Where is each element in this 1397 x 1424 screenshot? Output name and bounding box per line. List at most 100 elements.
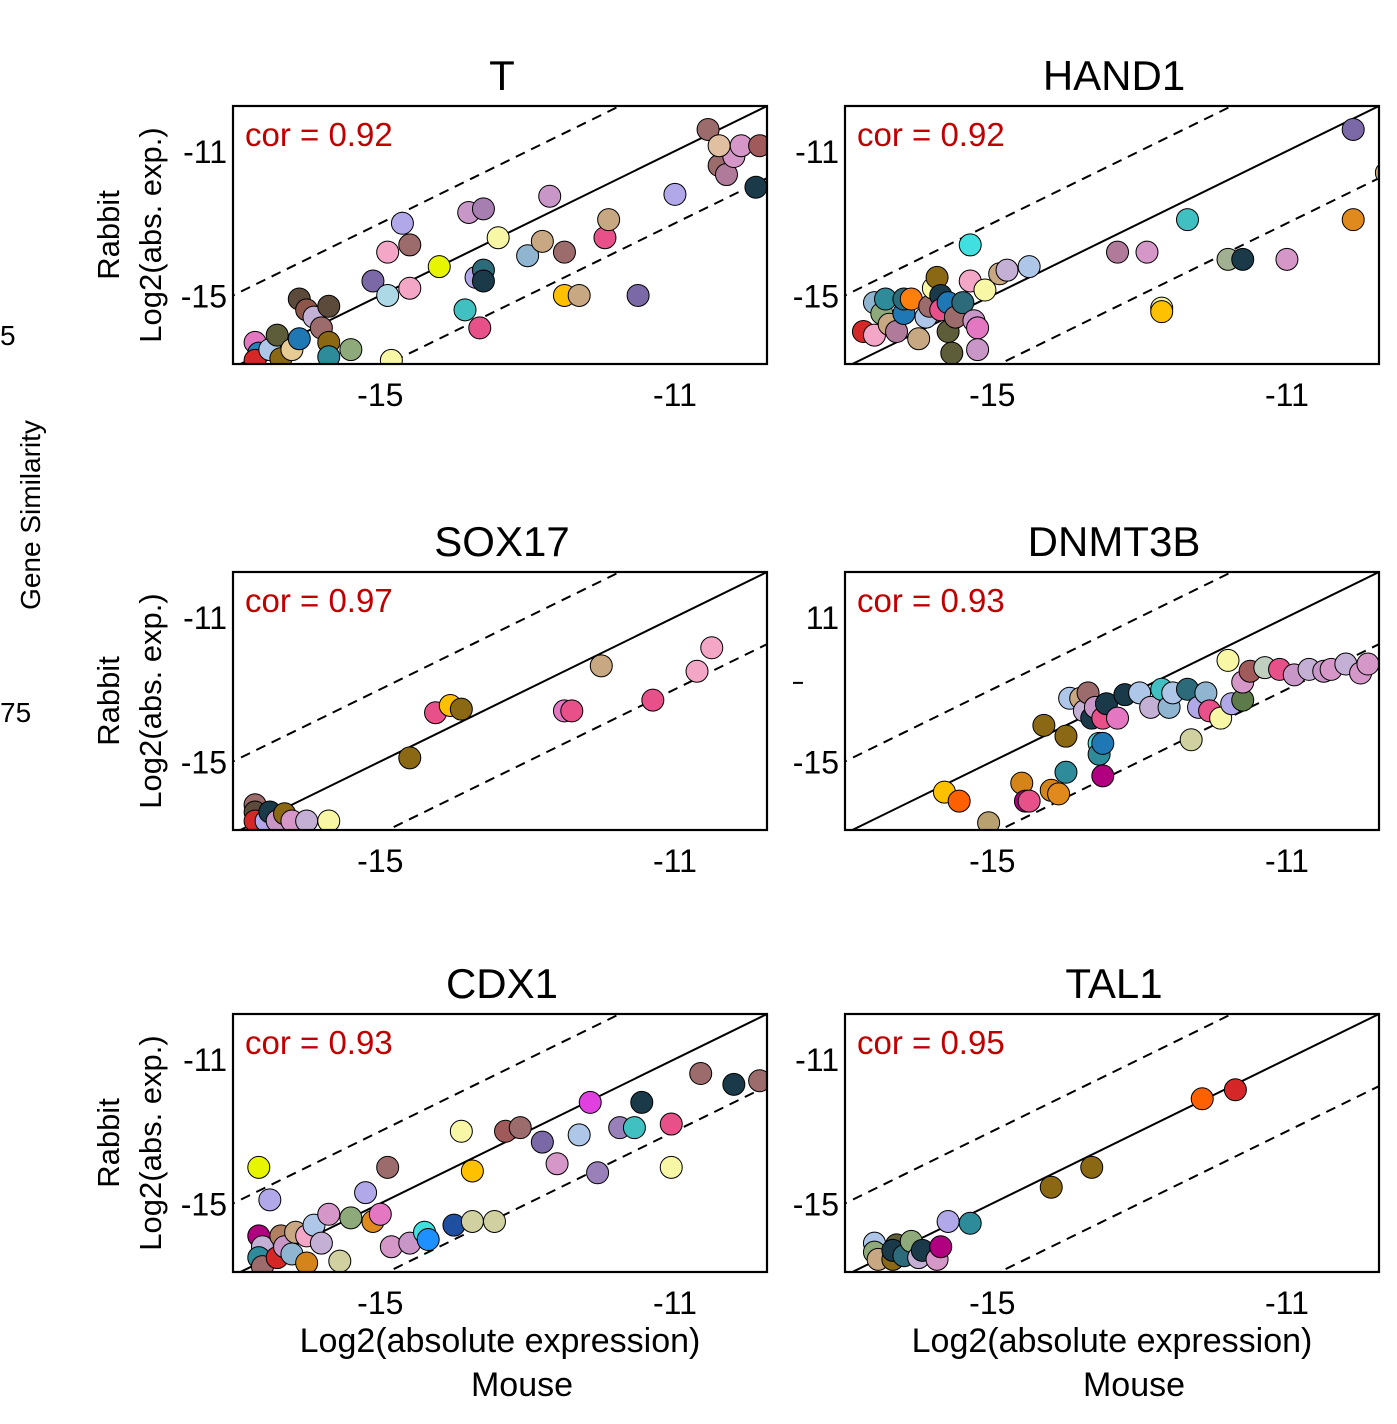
scatter-point [427, 255, 451, 279]
scatter-point [552, 240, 576, 264]
scatter-point [317, 294, 341, 318]
y-tick-label: -11 [183, 600, 227, 636]
scatter-point [309, 1231, 333, 1255]
x-tick-label: -15 [357, 1285, 403, 1321]
scatter-points [851, 117, 1379, 364]
y-axis-label: Log2(abs. exp.) [133, 127, 168, 342]
plot-frame [231, 570, 769, 832]
scatter-point [530, 1130, 554, 1154]
scatter-point [774, 201, 796, 223]
scatter-point [376, 283, 400, 307]
scatter-point [907, 327, 931, 351]
y-tick-label: -15 [181, 278, 227, 314]
scatter-point [951, 291, 975, 315]
scatter-point [508, 1116, 532, 1140]
scatter-point [482, 1209, 506, 1233]
side-fragment-top: 5 [0, 320, 16, 351]
scatter-point [376, 240, 400, 264]
correlation-label: cor = 0.97 [245, 582, 393, 619]
scatter-point [1106, 706, 1130, 730]
scatter-point [707, 134, 731, 158]
scatter-point [744, 175, 767, 199]
x-tick-label: -11 [1265, 377, 1309, 413]
scatter-point [567, 283, 591, 307]
scatter-point [354, 1181, 378, 1205]
y-tick-label: -11 [795, 1042, 839, 1078]
scatter-point [398, 276, 422, 300]
scatter-point [368, 1202, 392, 1226]
scatter-point [545, 1152, 569, 1176]
x-axis-label-left: Log2(absolute expression) [300, 1322, 701, 1360]
correlation-label: cor = 0.92 [245, 116, 393, 153]
scatter-point [1017, 255, 1041, 279]
scatter-point [977, 811, 1001, 830]
scatter-point [1231, 247, 1255, 271]
scatter-point [317, 809, 341, 830]
scatter-point [622, 1116, 646, 1140]
x-tick-label: -15 [969, 1285, 1015, 1321]
scatter-point [449, 697, 473, 721]
scatter-point [947, 789, 971, 813]
scatter-point [560, 699, 584, 723]
identity-line [850, 106, 1379, 364]
scatter-point [1175, 208, 1199, 232]
x-tick-label: -11 [653, 843, 697, 879]
scatter-point [696, 117, 720, 141]
y-axis-label: Log2(abs. exp.) [133, 593, 168, 808]
side-fragment-bottom: 75 [0, 697, 31, 728]
scatter-point [516, 244, 540, 268]
plot-frame [843, 570, 1381, 832]
reference-lines [233, 106, 767, 364]
plot-frame [231, 1012, 769, 1274]
scatter-point [1054, 724, 1078, 748]
scatter-point [295, 1251, 319, 1272]
scatter-point [748, 134, 767, 158]
correlation-label: cor = 0.95 [857, 1024, 1005, 1061]
panel-dnmt3b: DNMT3B cor = 0.93 -15 -11 11 -15 [793, 518, 1397, 879]
y-axis-label: Log2(abs. exp.) [133, 1035, 168, 1250]
correlation-label: cor = 0.93 [245, 1024, 393, 1061]
reference-lines [233, 572, 767, 830]
x-axis-sublabel-left: Mouse [471, 1366, 573, 1404]
y-tick-label: -11 [795, 134, 839, 170]
scatter-point [589, 654, 613, 678]
scatter-point [398, 746, 422, 770]
x-tick-label: -11 [1265, 843, 1309, 879]
scatter-point [626, 283, 650, 307]
panel-hand1: HAND1 cor = 0.92 -15 -11 -11 -15 [793, 52, 1381, 413]
y-tick-label: -15 [793, 1186, 839, 1222]
scatter-point [416, 1228, 440, 1252]
scatter-point [453, 298, 477, 322]
scatter-point [1275, 247, 1299, 271]
y-tick-label: -15 [793, 278, 839, 314]
scatter-point [247, 1155, 271, 1179]
identity-line [238, 106, 767, 364]
scatter-point [689, 1062, 713, 1086]
scatter-point [1386, 646, 1397, 668]
scatter-point [966, 338, 990, 362]
scatter-point [258, 1188, 282, 1212]
scatter-point [1039, 1175, 1063, 1199]
scatter-point [1080, 1155, 1104, 1179]
scatter-point [379, 348, 403, 364]
scatter-point [958, 233, 982, 257]
scatter-point [538, 184, 562, 208]
scatter-point [1047, 782, 1071, 806]
x-axis-label-right: Log2(absolute expression) [912, 1322, 1313, 1360]
scatter-point [995, 258, 1019, 282]
x-tick-label: -11 [1265, 1285, 1309, 1321]
panel-title: HAND1 [1043, 52, 1185, 99]
scatter-points [243, 636, 724, 830]
scatter-point [449, 1119, 473, 1143]
x-tick-label: -15 [357, 843, 403, 879]
panel-cdx1: CDX1 cor = 0.93 -15 -11 -11 -15 Rabbit Log2(abs… [91, 960, 769, 1321]
scatter-point [966, 316, 990, 340]
x-tick-label: -15 [969, 377, 1015, 413]
scatter-point [398, 233, 422, 257]
scatter-point [1106, 240, 1130, 264]
reference-lines [845, 572, 1379, 830]
x-tick-label: -11 [653, 1285, 697, 1321]
scatter-point [722, 1072, 746, 1096]
upper-dashed-line [845, 572, 1234, 763]
